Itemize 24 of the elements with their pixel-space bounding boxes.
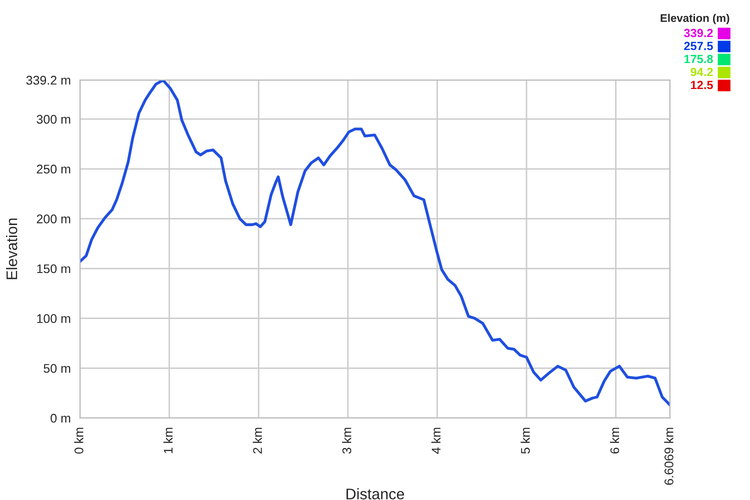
y-axis-title: Elevation: [6, 218, 18, 280]
x-tick-label: 0 km: [74, 428, 84, 454]
y-tick-label: 300 m: [36, 114, 70, 124]
color-bar-label: 339.2: [684, 28, 713, 38]
x-tick-label: 5 km: [520, 428, 530, 454]
x-tick-label: 4 km: [431, 428, 440, 454]
x-tick-label: 6.6069 km: [664, 428, 674, 485]
x-tick-label: 2 km: [252, 428, 262, 454]
y-tick-label: 250 m: [36, 164, 70, 174]
y-tick-label: 50 m: [44, 364, 70, 373]
x-tick-label: 6 km: [610, 428, 620, 454]
x-axis-title: Distance: [346, 488, 404, 500]
y-tick-label: 0 m: [50, 414, 70, 423]
color-bar-label: 257.5: [684, 42, 713, 50]
color-bar-label: 94.2: [690, 68, 713, 76]
color-bar-title: Elevation (m): [660, 14, 730, 24]
y-tick-label: 200 m: [36, 214, 70, 224]
color-bar-label: 12.5: [691, 80, 713, 90]
y-tick-label: 150 m: [37, 264, 70, 274]
x-tick-label: 3 km: [342, 428, 352, 454]
color-bar-label: 175.8: [684, 54, 713, 64]
y-tick-label: 339.2 m: [26, 76, 70, 85]
x-tick-label: 1 km: [163, 428, 173, 454]
y-tick-label: 100 m: [37, 314, 70, 324]
